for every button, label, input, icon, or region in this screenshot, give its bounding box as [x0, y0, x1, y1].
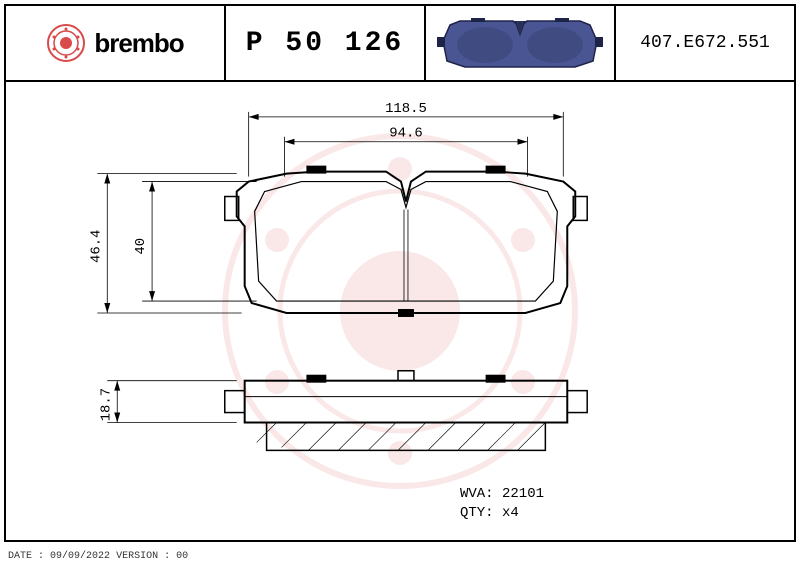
brand-logo: brembo [46, 23, 183, 63]
dim-thickness: 18.7 [98, 388, 114, 421]
date-label: DATE : [8, 551, 44, 562]
logo-cell: brembo [6, 6, 226, 80]
pad-side-view [225, 371, 587, 451]
version-value: 00 [176, 551, 188, 562]
drawing-frame: brembo P 50 126 407.E672.551 [4, 4, 796, 542]
wva-label: WVA: [460, 486, 494, 502]
qty-value: x4 [502, 505, 519, 521]
pad-front-view [225, 166, 587, 317]
dim-width-inner: 94.6 [389, 126, 422, 142]
product-image-cell [426, 6, 616, 80]
dim-height-inner: 40 [133, 238, 149, 255]
header-row: brembo P 50 126 407.E672.551 [6, 6, 794, 82]
dim-height-outer: 46.4 [88, 230, 104, 263]
brake-pad-icon [435, 13, 605, 73]
dim-width-outer: 118.5 [385, 101, 427, 117]
drawing-area: 118.5 94.6 [6, 82, 794, 540]
qty-label: QTY: [460, 505, 494, 521]
reference-number: 407.E672.551 [640, 33, 770, 53]
meta-line: DATE : 09/09/2022 VERSION : 00 [8, 551, 188, 562]
version-label: VERSION : [116, 551, 170, 562]
part-number: P 50 126 [246, 28, 404, 59]
date-value: 09/09/2022 [50, 551, 110, 562]
footer-info: WVA: 22101 QTY: x4 [460, 485, 544, 524]
reference-cell: 407.E672.551 [616, 6, 794, 80]
part-number-cell: P 50 126 [226, 6, 426, 80]
technical-drawing: 118.5 94.6 [6, 82, 794, 540]
brand-name: brembo [94, 28, 183, 59]
brembo-disc-icon [46, 23, 86, 63]
wva-value: 22101 [502, 486, 544, 502]
